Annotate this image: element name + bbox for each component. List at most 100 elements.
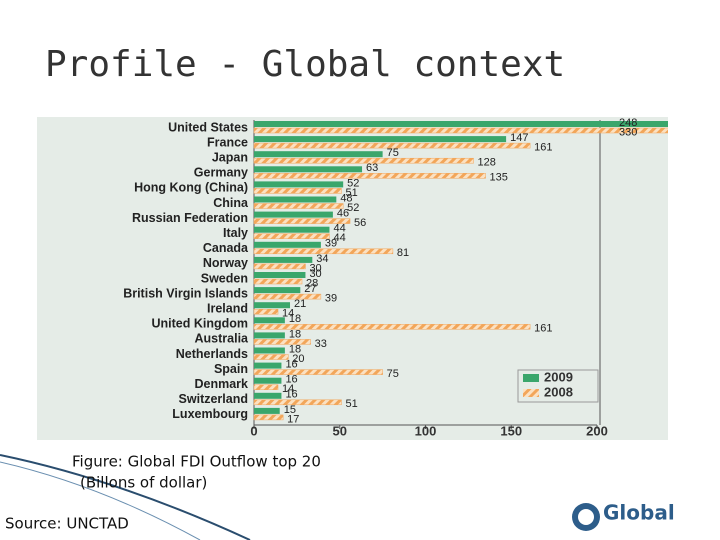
legend-swatch	[523, 374, 539, 382]
y-tick-label: United States	[168, 120, 248, 134]
y-tick-label: Italy	[223, 226, 248, 240]
value-label: 18	[289, 328, 301, 340]
bar	[253, 414, 284, 421]
y-tick-label: Sweden	[201, 271, 248, 285]
bar	[254, 166, 363, 173]
bar	[254, 287, 301, 294]
bar	[254, 392, 282, 399]
legend-swatch	[523, 389, 539, 397]
x-tick-label: 100	[415, 423, 437, 438]
bars	[253, 121, 668, 421]
y-tick-label: Norway	[203, 256, 248, 270]
value-label: 75	[387, 368, 399, 380]
bar	[253, 188, 342, 194]
value-label: 27	[304, 283, 316, 295]
value-label: 33	[315, 338, 327, 350]
bar	[254, 362, 282, 369]
y-tick-label: Ireland	[207, 301, 248, 315]
value-label: 147	[510, 132, 528, 144]
bar	[253, 157, 474, 164]
value-label: 30	[309, 262, 321, 274]
value-label: 44	[333, 223, 345, 235]
bar	[253, 308, 279, 315]
value-label: 51	[345, 398, 357, 410]
x-tick-label: 50	[333, 423, 347, 438]
value-label: 34	[316, 253, 328, 265]
value-label: 52	[347, 202, 359, 214]
value-label: 20	[292, 353, 304, 365]
bar	[253, 278, 303, 285]
bar	[254, 272, 306, 278]
value-label: 39	[325, 293, 337, 305]
value-label: 30	[309, 268, 321, 280]
bar	[254, 196, 337, 203]
value-label: 18	[289, 313, 301, 325]
value-label: 248	[619, 117, 637, 129]
bar	[253, 369, 383, 375]
value-label: 46	[337, 208, 349, 220]
x-tick-label: 200	[586, 423, 608, 438]
value-label: 18	[289, 343, 301, 355]
bar	[253, 339, 311, 345]
decor-swoosh	[0, 454, 251, 540]
bar	[253, 233, 330, 239]
bar	[253, 203, 344, 209]
x-tick-label: 0	[250, 423, 257, 438]
bar	[254, 181, 344, 188]
value-label: 48	[340, 192, 352, 204]
bar	[254, 121, 668, 127]
value-label: 44	[333, 232, 345, 244]
bar	[254, 332, 285, 339]
value-label: 56	[354, 217, 366, 229]
value-label: 14	[282, 308, 294, 320]
bar	[253, 218, 351, 224]
value-label: 81	[397, 247, 409, 259]
logo-icon	[578, 509, 594, 525]
bar	[254, 256, 313, 263]
bar	[254, 347, 285, 354]
logo-text: Global	[603, 501, 675, 525]
y-tick-label: Switzerland	[179, 392, 248, 406]
bar	[254, 151, 383, 158]
y-tick-label: Hong Kong (China)	[134, 181, 248, 195]
bar	[253, 142, 531, 149]
y-tick-label: United Kingdom	[151, 317, 248, 331]
bar	[253, 173, 486, 179]
bar	[253, 354, 289, 360]
y-tick-label: British Virgin Islands	[123, 286, 248, 300]
bar	[254, 317, 285, 324]
bar	[254, 377, 282, 384]
bar	[254, 241, 321, 248]
value-label: 39	[325, 238, 337, 250]
bar	[253, 384, 279, 390]
slide-title: Profile - Global context	[45, 44, 565, 85]
bar	[253, 248, 394, 255]
value-label: 75	[387, 147, 399, 159]
x-tick-label: 150	[500, 423, 522, 438]
value-label: 161	[534, 142, 552, 154]
value-label: 330	[619, 126, 637, 138]
bar	[254, 302, 291, 309]
bar	[254, 136, 507, 143]
y-tick-label: Japan	[212, 150, 248, 164]
value-label: 16	[285, 389, 297, 401]
value-label: 63	[366, 162, 378, 174]
bar	[253, 263, 306, 270]
decor-swoosh	[0, 461, 201, 540]
bar	[254, 226, 330, 233]
value-label: 16	[285, 374, 297, 386]
value-label: 135	[490, 172, 508, 184]
value-label: 161	[534, 323, 552, 335]
y-tick-label: Germany	[194, 166, 248, 180]
legend-label: 2008	[544, 384, 573, 399]
y-tick-label: Denmark	[195, 377, 249, 391]
value-label: 52	[347, 177, 359, 189]
y-tick-label: Australia	[195, 332, 250, 346]
bar	[253, 293, 322, 300]
value-label: 28	[306, 277, 318, 289]
y-tick-label: Luxembourg	[172, 407, 248, 421]
caption: Figure: Global FDI Outflow top 20	[72, 453, 321, 471]
value-label: 128	[478, 157, 496, 169]
y-tick-label: China	[213, 196, 249, 210]
bar	[254, 407, 280, 414]
